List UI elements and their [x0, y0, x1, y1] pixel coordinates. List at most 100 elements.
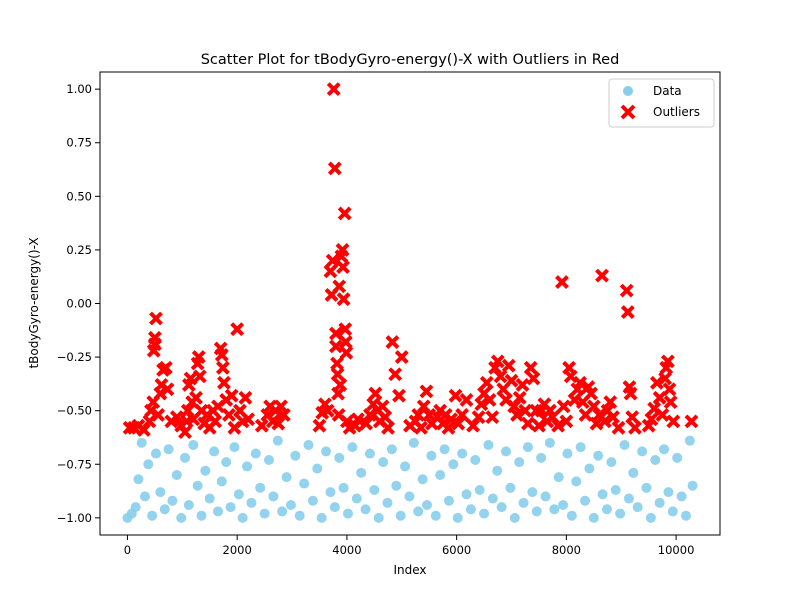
data-point: [307, 495, 318, 506]
data-point: [163, 444, 174, 455]
outlier-x-mark: [191, 350, 206, 365]
outlier-point: [448, 388, 463, 403]
data-point: [553, 472, 564, 483]
outlier-point: [684, 414, 699, 429]
outlier-point: [419, 384, 434, 399]
outlier-x-mark: [606, 410, 620, 425]
legend-outliers-marker: [620, 104, 636, 120]
outlier-x-mark: [623, 386, 638, 401]
data-point: [351, 493, 362, 504]
data-point: [246, 497, 257, 508]
outlier-x-mark: [230, 322, 245, 337]
outlier-point: [620, 305, 635, 319]
x-tick-label: 10000: [658, 543, 695, 557]
y-tick-label: 0.50: [66, 189, 92, 203]
data-point: [183, 499, 194, 510]
outlier-point: [507, 399, 522, 414]
outlier-point: [666, 414, 681, 429]
outlier-x-mark: [336, 292, 351, 307]
data-point: [364, 448, 375, 459]
data-point: [667, 506, 678, 517]
outlier-point: [385, 335, 400, 349]
data-point: [606, 457, 617, 468]
outlier-point: [623, 386, 638, 401]
data-point: [130, 502, 141, 513]
y-axis: −1.00 −0.75 −0.50 −0.25 0.00 0.25 0.50 0.75 1.00: [57, 82, 100, 525]
data-point: [496, 502, 507, 513]
legend-box: [608, 78, 715, 128]
outlier-x-mark: [563, 369, 578, 384]
outlier-x-mark: [224, 388, 239, 403]
data-point: [566, 510, 577, 521]
data-point: [321, 446, 332, 457]
outlier-x-mark: [241, 412, 256, 427]
data-point: [373, 512, 384, 523]
x-axis-label: Index: [393, 563, 426, 577]
outlier-x-mark: [416, 399, 431, 414]
data-point: [386, 444, 397, 455]
data-point: [615, 508, 626, 519]
data-point: [196, 510, 207, 521]
x-tick-label: 0: [124, 543, 131, 557]
data-point: [325, 487, 336, 498]
outlier-point: [337, 206, 352, 221]
outlier-point: [555, 275, 569, 289]
outlier-x-mark: [276, 408, 291, 422]
outlier-x-mark: [684, 414, 699, 429]
data-point: [597, 489, 608, 500]
outlier-point: [482, 393, 497, 407]
outlier-point: [619, 283, 634, 298]
outlier-point: [312, 418, 327, 433]
outlier-x-mark: [658, 371, 673, 386]
data-point: [680, 510, 691, 521]
data-point: [417, 474, 428, 485]
outlier-x-mark: [147, 330, 162, 345]
outlier-point: [158, 360, 173, 375]
data-point: [242, 461, 253, 472]
outlier-point: [628, 420, 642, 435]
outlier-x-mark: [551, 418, 566, 433]
outlier-point: [518, 403, 533, 418]
outlier-point: [224, 388, 239, 403]
outlier-point: [414, 420, 428, 435]
data-point: [233, 489, 244, 500]
data-point: [176, 512, 187, 523]
outlier-x-mark: [573, 375, 588, 390]
data-point: [465, 504, 476, 515]
data-point: [461, 489, 472, 500]
outlier-x-mark: [160, 382, 175, 397]
outlier-x-mark: [312, 418, 327, 433]
data-point: [645, 512, 656, 523]
outlier-x-mark: [625, 410, 640, 425]
outlier-point: [222, 408, 236, 422]
outlier-x-mark: [474, 397, 489, 412]
data-point: [562, 448, 573, 459]
outlier-point: [559, 414, 574, 429]
outlier-point: [451, 416, 466, 431]
outlier-x-mark: [644, 412, 659, 427]
data-point: [527, 487, 538, 498]
data-point: [221, 457, 232, 468]
outlier-x-mark: [448, 388, 463, 403]
outlier-point: [512, 390, 527, 405]
outlier-point: [655, 408, 670, 422]
outlier-x-mark: [663, 395, 678, 410]
data-point: [268, 491, 279, 502]
outlier-x-mark: [559, 414, 574, 429]
outlier-point: [504, 373, 519, 388]
data-point: [654, 497, 665, 508]
outlier-point: [586, 399, 601, 414]
outlier-point: [208, 414, 223, 429]
data-point: [334, 452, 345, 463]
outlier-x-mark: [586, 399, 601, 414]
outlier-point: [441, 420, 456, 435]
data-point: [676, 491, 687, 502]
data-point: [250, 448, 261, 459]
outlier-x-mark: [414, 420, 428, 435]
data-point: [277, 506, 288, 517]
outlier-x-mark: [339, 345, 354, 360]
outlier-x-mark: [368, 386, 383, 401]
outlier-x-mark: [151, 408, 166, 422]
outlier-x-mark: [649, 375, 664, 390]
